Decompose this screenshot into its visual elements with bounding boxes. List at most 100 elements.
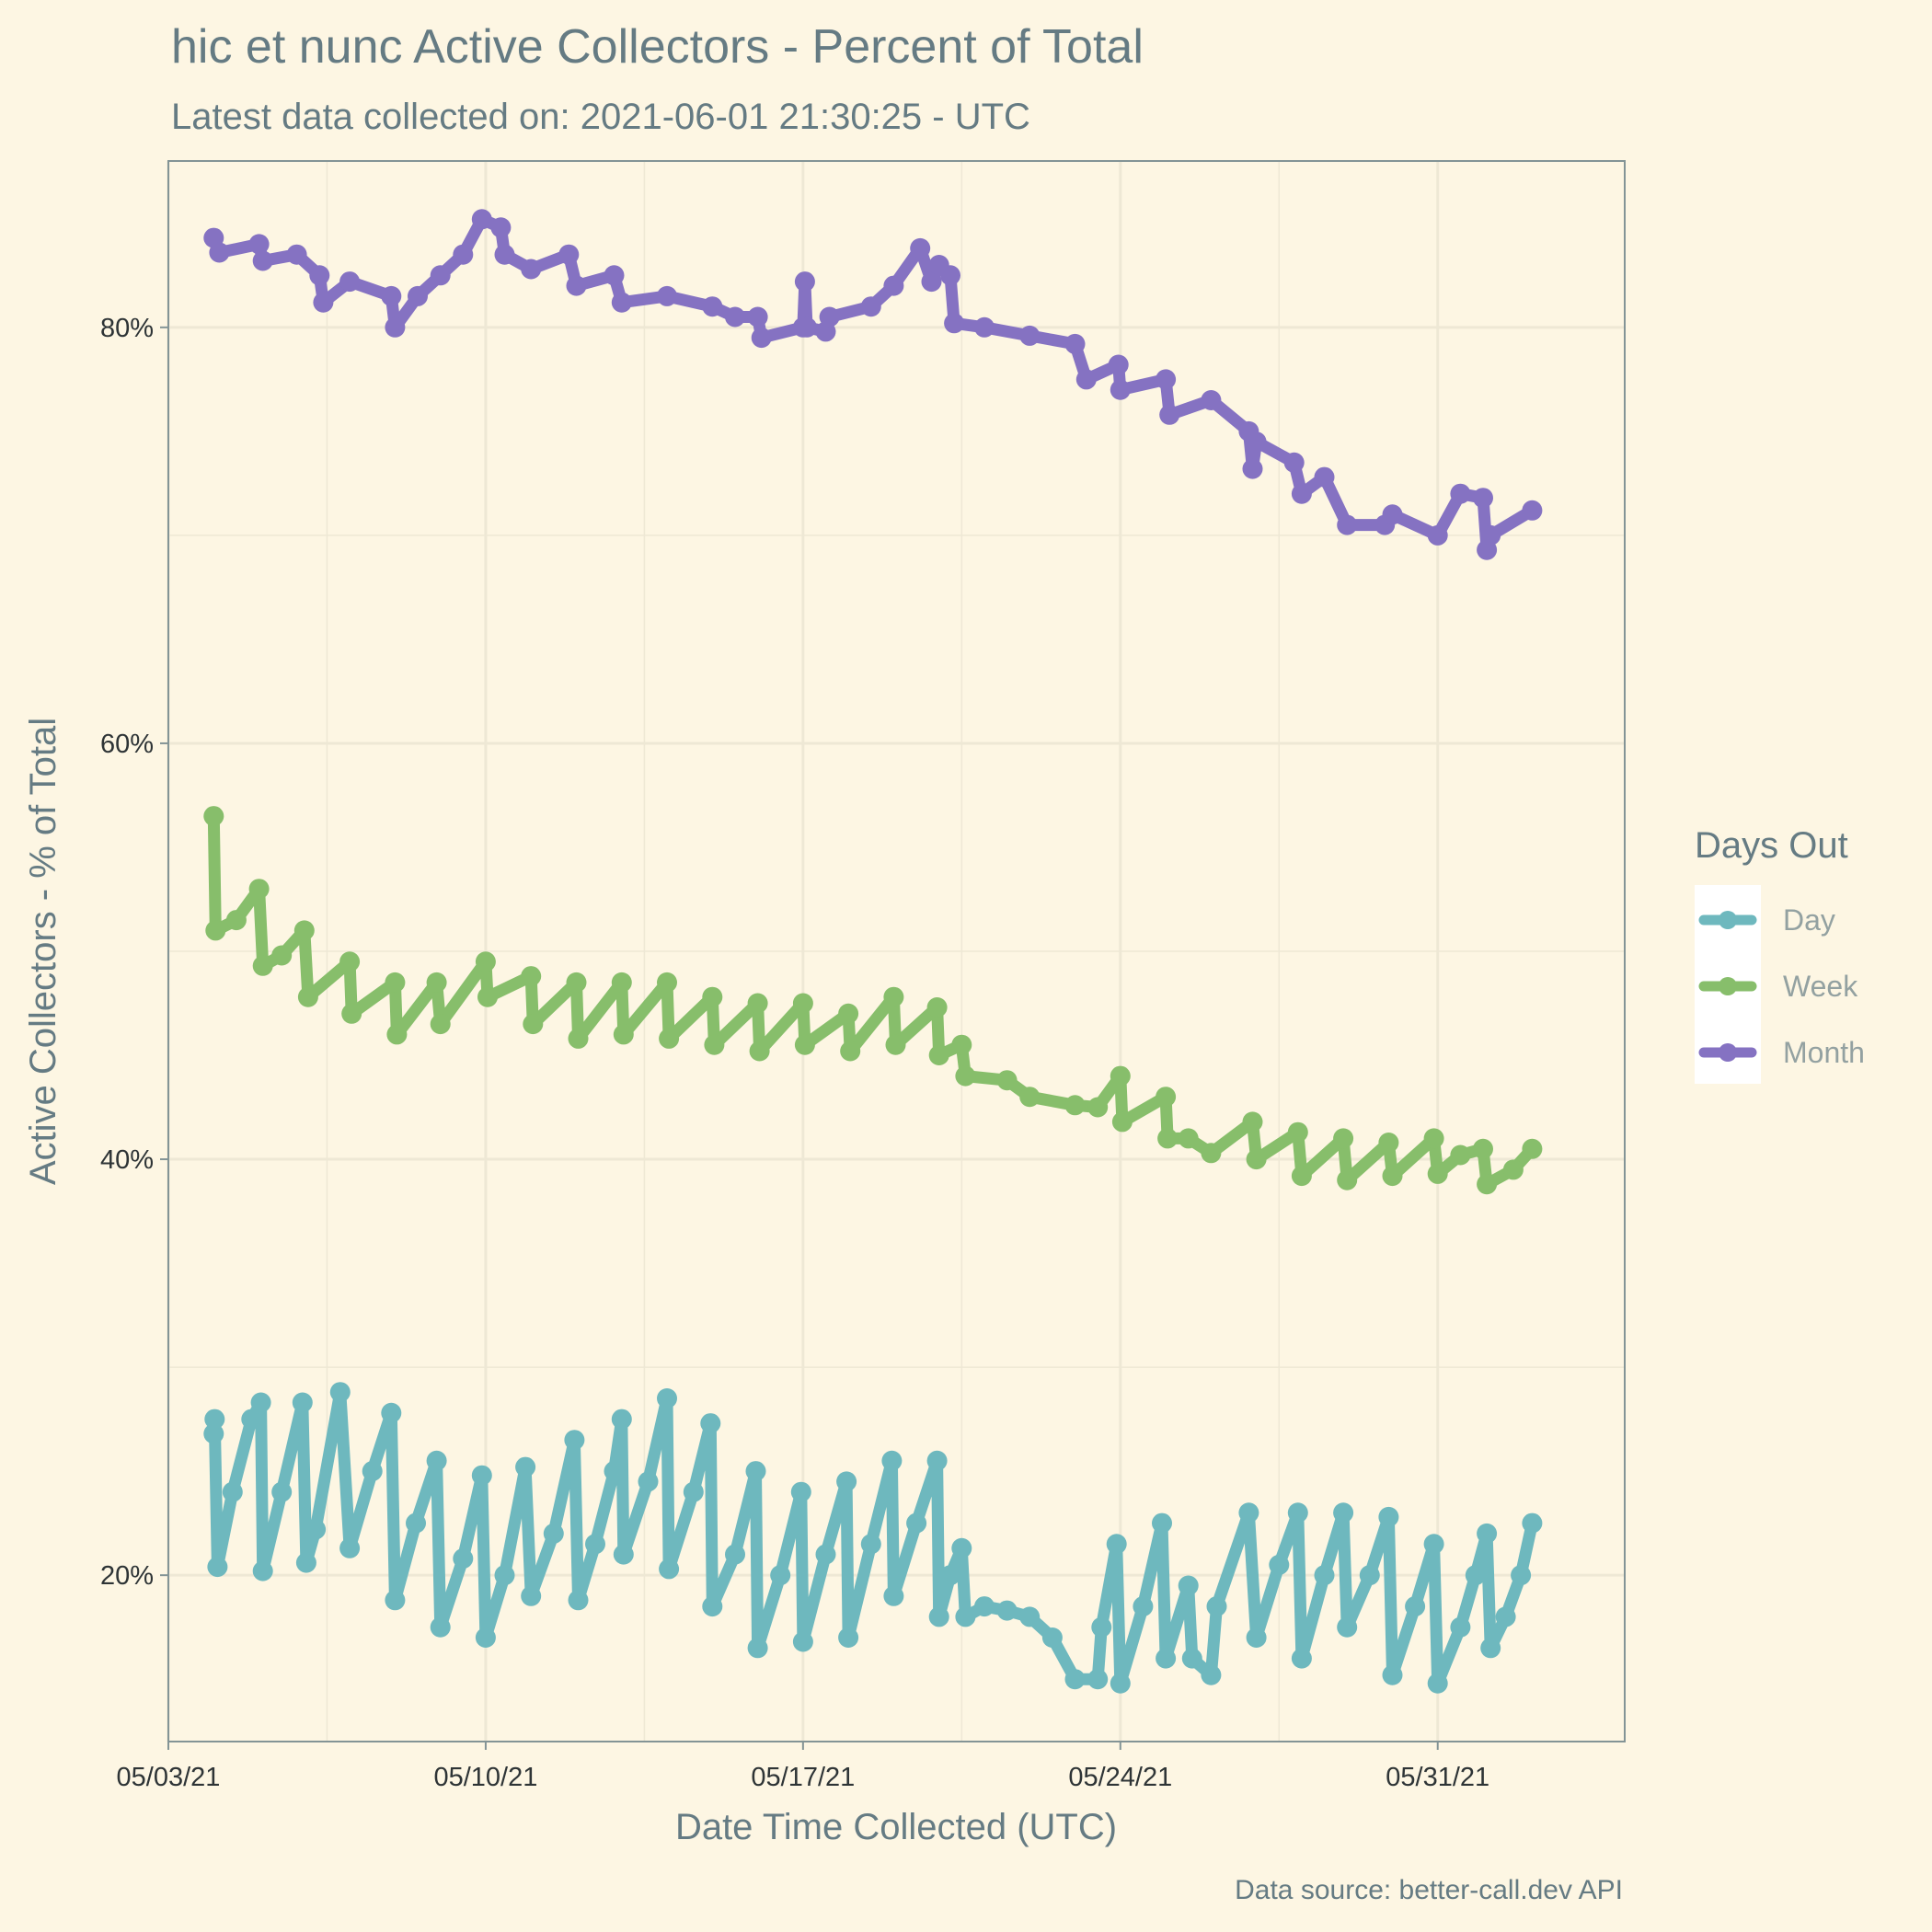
data-point-month bbox=[339, 271, 361, 293]
y-tick-label: 20% bbox=[100, 1561, 154, 1591]
data-point-day bbox=[1287, 1502, 1308, 1524]
data-point-week bbox=[1287, 1121, 1308, 1143]
data-point-day bbox=[745, 1461, 766, 1482]
data-point-day bbox=[1238, 1502, 1259, 1524]
data-point-day bbox=[1246, 1627, 1267, 1648]
data-point-week bbox=[659, 1028, 680, 1049]
data-point-month bbox=[430, 265, 451, 286]
data-point-week bbox=[341, 1003, 362, 1024]
data-point-day bbox=[1333, 1502, 1354, 1524]
series-day bbox=[203, 1382, 1543, 1694]
x-axis-title: Date Time Collected (UTC) bbox=[675, 1807, 1117, 1847]
data-point-day bbox=[1206, 1596, 1227, 1617]
data-point-day bbox=[1427, 1673, 1448, 1694]
data-point-day bbox=[638, 1471, 659, 1492]
data-point-day bbox=[252, 1560, 273, 1581]
data-point-day bbox=[430, 1616, 451, 1638]
data-point-day bbox=[494, 1565, 515, 1586]
data-point-month bbox=[1473, 488, 1493, 509]
data-point-week bbox=[611, 972, 632, 993]
data-point-day bbox=[1156, 1648, 1177, 1669]
data-point-week bbox=[702, 986, 723, 1007]
data-point-day bbox=[475, 1627, 496, 1648]
data-point-month bbox=[521, 259, 542, 280]
data-point-week bbox=[792, 993, 813, 1014]
x-axis: 05/03/21 05/10/21 05/17/21 05/24/21 05/31/21 bbox=[117, 1742, 1489, 1792]
y-tick-label: 40% bbox=[100, 1145, 154, 1175]
data-point-week bbox=[339, 951, 361, 972]
data-point-day bbox=[613, 1544, 634, 1565]
caption: Data source: better-call.dev API bbox=[1235, 1875, 1623, 1905]
data-point-month bbox=[1314, 466, 1335, 488]
data-point-day bbox=[1152, 1512, 1172, 1534]
data-point-month bbox=[921, 271, 942, 293]
data-point-day bbox=[657, 1388, 677, 1409]
data-point-day bbox=[521, 1585, 542, 1606]
data-point-day bbox=[940, 1565, 960, 1586]
data-point-day bbox=[1201, 1664, 1222, 1685]
data-point-week bbox=[1337, 1169, 1358, 1190]
data-point-day bbox=[747, 1638, 768, 1659]
data-point-month bbox=[1108, 354, 1129, 375]
data-point-day bbox=[955, 1606, 976, 1627]
data-point-month bbox=[751, 328, 772, 349]
data-point-month bbox=[657, 285, 677, 306]
data-point-day bbox=[951, 1537, 972, 1558]
data-point-day bbox=[1405, 1596, 1426, 1617]
data-point-week bbox=[568, 1028, 589, 1049]
data-point-week bbox=[996, 1070, 1018, 1091]
legend-label-day: Day bbox=[1783, 903, 1835, 937]
data-point-week bbox=[1156, 1087, 1177, 1108]
data-point-week bbox=[951, 1034, 972, 1055]
data-point-day bbox=[305, 1519, 327, 1540]
data-point-week bbox=[657, 972, 677, 993]
data-point-day bbox=[928, 1606, 949, 1627]
data-point-day bbox=[241, 1409, 262, 1430]
data-point-day bbox=[292, 1392, 313, 1413]
data-point-day bbox=[790, 1481, 811, 1502]
data-point-week bbox=[885, 1034, 906, 1055]
y-axis: 20% 40% 60% 80% bbox=[100, 314, 168, 1591]
data-point-week bbox=[1201, 1143, 1222, 1164]
data-point-week bbox=[1246, 1149, 1267, 1170]
data-point-day bbox=[1133, 1596, 1154, 1617]
data-point-month bbox=[1242, 458, 1263, 479]
chart-title: hic et nunc Active Collectors - Percent … bbox=[171, 20, 1144, 74]
data-point-day bbox=[1465, 1565, 1486, 1586]
data-point-day bbox=[1106, 1534, 1127, 1555]
series-month bbox=[203, 209, 1543, 560]
series-week bbox=[203, 806, 1543, 1195]
data-point-week bbox=[926, 997, 948, 1018]
data-point-day bbox=[203, 1423, 224, 1444]
legend-key-point-day bbox=[1719, 911, 1737, 929]
data-point-month bbox=[248, 234, 270, 255]
data-point-month bbox=[566, 275, 587, 296]
data-point-week bbox=[1019, 1087, 1041, 1108]
data-point-week bbox=[955, 1065, 976, 1087]
data-point-week bbox=[566, 972, 587, 993]
data-point-month bbox=[1450, 483, 1471, 504]
data-point-week bbox=[1378, 1133, 1399, 1153]
data-point-day bbox=[860, 1534, 881, 1555]
data-point-month bbox=[860, 296, 881, 317]
data-point-week bbox=[794, 1034, 815, 1055]
data-point-month bbox=[1019, 325, 1041, 346]
series-lines bbox=[203, 209, 1543, 1694]
data-point-week bbox=[1450, 1144, 1471, 1166]
data-point-month bbox=[797, 316, 817, 338]
data-point-day bbox=[381, 1402, 402, 1423]
data-point-week bbox=[1382, 1166, 1403, 1187]
data-point-month bbox=[611, 292, 632, 313]
data-point-day bbox=[271, 1481, 293, 1502]
data-point-day bbox=[1382, 1664, 1403, 1685]
x-tick-label: 05/10/21 bbox=[433, 1763, 537, 1792]
data-point-week bbox=[1178, 1128, 1199, 1149]
data-point-day bbox=[471, 1465, 492, 1486]
data-point-day bbox=[815, 1544, 836, 1565]
data-point-day bbox=[515, 1456, 536, 1478]
data-point-week bbox=[252, 955, 273, 976]
data-point-day bbox=[564, 1430, 585, 1451]
data-point-day bbox=[770, 1565, 791, 1586]
data-point-day bbox=[406, 1512, 426, 1534]
data-point-day bbox=[385, 1590, 406, 1611]
